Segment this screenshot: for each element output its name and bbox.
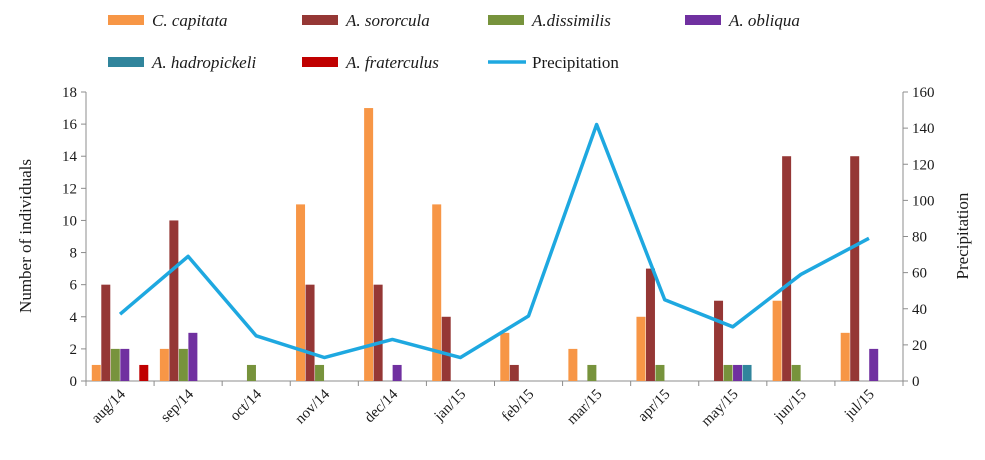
y-right-tick-label: 160: [912, 85, 935, 101]
y-left-tick-label: 8: [70, 246, 78, 262]
legend-swatch: [685, 15, 721, 25]
bar-a-dissimilis: [110, 348, 120, 381]
x-tick-label: nov/14: [292, 386, 333, 427]
legend-precipitation: Precipitation: [488, 53, 619, 72]
y-right-tick-label: 100: [912, 193, 935, 209]
bar-a-sororcula: [850, 156, 860, 381]
y-right-tick-label: 20: [912, 338, 927, 354]
bar-a-sororcula: [101, 284, 111, 381]
y-right-tick-label: 0: [912, 374, 920, 390]
bar-a-dissimilis: [178, 348, 188, 381]
y-left-tick-label: 18: [62, 85, 77, 101]
legend-label: A.dissimilis: [531, 11, 611, 30]
bar-c-capitata: [432, 204, 442, 381]
legend-a-dissimilis: A.dissimilis: [488, 11, 611, 30]
bar-a-dissimilis: [246, 364, 256, 381]
bar-c-capitata: [772, 300, 782, 381]
bar-a-obliqua: [188, 332, 198, 381]
legend-c-capitata: C. capitata: [108, 11, 228, 30]
bar-c-capitata: [159, 348, 169, 381]
bar-c-capitata: [500, 332, 510, 381]
bar-a-obliqua: [869, 348, 879, 381]
bar-a-sororcula: [509, 364, 519, 381]
x-tick-label: may/15: [698, 387, 741, 430]
bar-a-dissimilis: [723, 364, 733, 381]
bar-a-obliqua: [392, 364, 402, 381]
x-tick-label: jan/15: [431, 387, 470, 426]
x-tick-label: apr/15: [635, 387, 673, 425]
y-left-tick-label: 2: [70, 342, 78, 358]
legend-swatch: [488, 15, 524, 25]
bar-c-capitata: [636, 316, 646, 381]
y-left-tick-label: 6: [70, 278, 78, 294]
y-left-tick-label: 0: [70, 374, 78, 390]
bars: [91, 108, 879, 382]
legend-label: A. sororcula: [345, 11, 430, 30]
y-right-tick-label: 40: [912, 302, 927, 318]
y-left-tick-label: 10: [62, 213, 77, 229]
bar-a-sororcula: [373, 284, 383, 381]
y-left-tick-label: 16: [62, 117, 78, 133]
legend-swatch: [108, 15, 144, 25]
bar-a-obliqua: [120, 348, 130, 381]
precipitation-line: [118, 122, 870, 360]
x-tick-label: sep/14: [158, 386, 197, 425]
bar-a-obliqua: [733, 364, 743, 381]
bar-a-sororcula: [782, 156, 792, 381]
bar-a-dissimilis: [791, 364, 801, 381]
y-left-tick-label: 12: [62, 181, 77, 197]
legend-a-sororcula: A. sororcula: [302, 11, 430, 30]
bar-c-capitata: [91, 364, 101, 381]
y-axis-left-title: Number of individuals: [16, 159, 35, 313]
bar-a-fraterculus: [139, 364, 149, 381]
legend-label: A. hadropickeli: [151, 53, 256, 72]
bar-c-capitata: [840, 332, 850, 381]
bar-c-capitata: [568, 348, 578, 381]
legend-a-hadropickeli: A. hadropickeli: [108, 53, 256, 72]
legend-a-obliqua: A. obliqua: [685, 11, 800, 30]
x-tick-label: feb/15: [499, 387, 537, 425]
y-right-tick-label: 80: [912, 230, 927, 246]
bar-c-capitata: [296, 204, 306, 381]
legend-swatch: [302, 57, 338, 67]
y-right-tick-label: 120: [912, 157, 935, 173]
x-tick-label: dec/14: [362, 386, 402, 426]
legend-label: Precipitation: [532, 53, 619, 72]
legend: C. capitata A. sororcula A.dissimilis A. ob…: [108, 11, 800, 72]
bar-a-sororcula: [169, 220, 179, 381]
y-left-tick-label: 4: [70, 310, 78, 326]
legend-a-fraterculus: A. fraterculus: [302, 53, 439, 72]
y-left-tick-label: 14: [62, 149, 78, 165]
legend-label: A. obliqua: [728, 11, 800, 30]
bar-a-sororcula: [645, 268, 655, 381]
y-axis-right-title: Precipitation: [953, 192, 972, 279]
bar-a-hadropickeli: [742, 364, 752, 381]
bar-a-sororcula: [305, 284, 315, 381]
x-tick-label: mar/15: [564, 387, 605, 428]
bar-a-sororcula: [441, 316, 451, 381]
bar-a-dissimilis: [655, 364, 665, 381]
y-right-tick-label: 140: [912, 121, 935, 137]
legend-swatch: [108, 57, 144, 67]
legend-label: A. fraterculus: [345, 53, 439, 72]
precipitation-series-line: [118, 122, 870, 360]
bar-a-dissimilis: [587, 364, 597, 381]
bar-a-sororcula: [714, 300, 724, 381]
x-tick-label: jun/15: [771, 387, 810, 426]
y-right-tick-label: 60: [912, 266, 927, 282]
x-tick-label: jul/15: [841, 387, 878, 424]
x-tick-label: oct/14: [227, 386, 265, 424]
legend-label: C. capitata: [152, 11, 228, 30]
x-tick-label: aug/14: [89, 386, 130, 427]
legend-swatch: [302, 15, 338, 25]
bar-c-capitata: [364, 108, 374, 382]
bar-a-dissimilis: [315, 364, 325, 381]
